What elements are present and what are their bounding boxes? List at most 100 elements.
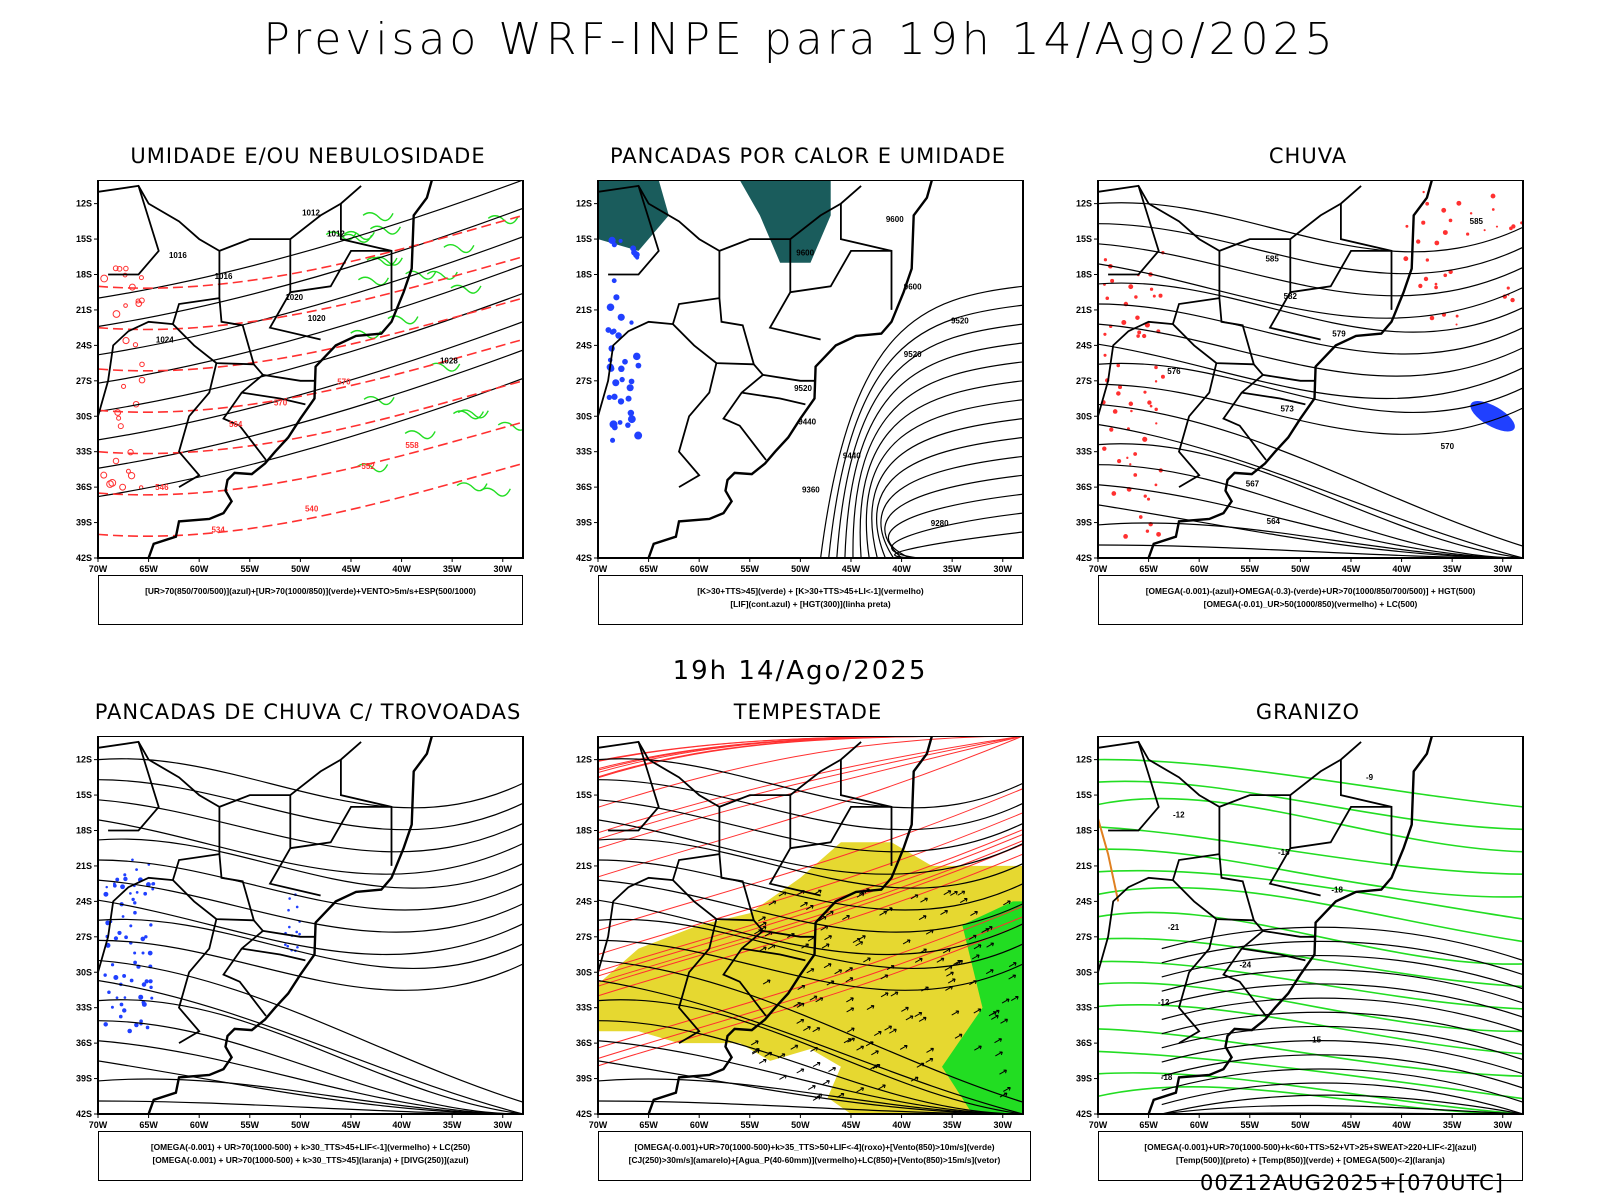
contour-label: 1020 [285,293,303,302]
country-border [1108,741,1160,832]
contour-line [1161,1082,1523,1114]
country-border [1098,740,1267,1017]
country-border [98,876,173,973]
lon-tick-label: 50W [791,564,810,574]
contour-label: 1012 [302,209,320,218]
lon-tick-label: 65W [139,1120,158,1130]
country-border [790,806,892,850]
panel-title: PANCADAS POR CALOR E UMIDADE [609,144,1007,168]
lat-tick-label: 36S [76,1038,92,1048]
coastline [647,180,934,558]
thickness-line [98,256,523,331]
contour-line [887,493,1023,558]
coastline [147,180,434,558]
lat-tick-label: 27S [1076,932,1092,942]
lon-tick-label: 50W [791,1120,810,1130]
contour-label: -12 [1158,998,1170,1007]
contour-label: 1028 [440,356,458,365]
contour-line [1098,282,1523,333]
lon-tick-label: 40W [1392,564,1411,574]
contour-label: 9600 [886,215,904,224]
lat-tick-label: 39S [76,1074,92,1084]
lon-tick-label: 40W [392,1120,411,1130]
contour-label: 9280 [931,519,949,528]
contour-line [1098,223,1523,275]
contour-line [98,899,523,956]
contour-line [98,859,523,911]
lon-tick-label: 30W [494,1120,513,1130]
lat-tick-label: 27S [76,932,92,942]
country-border [1098,876,1173,973]
contour-line [98,959,523,1103]
country-border [98,184,267,461]
lon-tick-label: 45W [842,1120,861,1130]
thickness-line [98,421,523,496]
contour-line [598,999,1023,1114]
lat-tick-label: 18S [576,826,592,836]
lon-tick-label: 60W [1190,1120,1209,1130]
contour-line [98,979,523,1114]
contour-label: 9440 [798,418,816,427]
country-border [762,930,815,938]
map-frame [1097,180,1524,559]
contour-line [1161,1068,1523,1103]
legend-line: [LIF](cont.azul) + [HGT(300)](linha pret… [730,599,891,609]
country-border [608,185,660,276]
country-border [1098,320,1173,417]
lon-tick-label: 30W [994,564,1013,574]
contour-label: 567 [1246,480,1260,489]
lon-tick-label: 60W [690,564,709,574]
country-border [241,391,306,406]
contour-line [598,1060,1023,1114]
contour-label: 573 [1280,405,1294,414]
lat-tick-label: 18S [76,270,92,280]
country-border [1268,239,1321,341]
contour-label: -18 [1161,1073,1173,1082]
country-border [598,740,767,1017]
lat-tick-label: 24S [76,896,92,906]
contour-line [1098,362,1523,413]
lon-tick-label: 60W [690,1120,709,1130]
contour-line [598,859,1023,911]
lat-tick-label: 21S [76,305,92,315]
contour-label: 9520 [794,384,812,393]
lat-tick-label: 27S [576,376,592,386]
lon-tick-label: 45W [1342,564,1361,574]
country-border [108,741,160,832]
lat-tick-label: 24S [576,340,592,350]
country-border [1219,185,1362,252]
country-border [678,918,718,1044]
contour-line [1161,1040,1523,1075]
legend-line: [CJ(250)>30m/s](amarelo)+[Agua_P(40-60mm… [628,1155,1001,1165]
lat-tick-label: 36S [1076,1038,1092,1048]
coastline [647,736,934,1114]
lat-tick-label: 15S [576,790,592,800]
contour-label: -21 [1168,923,1180,932]
country-border [719,185,862,252]
country-border [171,853,254,922]
map-panel: -9 -12 -15 -18 -21 -24 -12 -15 -18 12S 15S 18S 21S 24… [1076,736,1524,1130]
lon-tick-label: 70W [1089,1120,1108,1130]
map-panel: 1012 1012 1016 1016 1020 1020 1024 1028 570 570 56… [76,180,524,574]
country-border [790,250,892,294]
lon-tick-label: 40W [892,564,911,574]
contour-line [98,207,523,328]
legend-line: [OMEGA(-0.01)_UR>50(1000/850)(vermelho) … [1203,599,1418,609]
country-border [1219,741,1362,808]
legend-line: [OMEGA(-0.001)+UR>70(1000-500)+k>35_TTS>… [634,1142,995,1152]
panel-title: UMIDADE E/OU NEBULOSIDADE [130,144,486,168]
contour-label: 576 [1167,367,1181,376]
contour-line [1098,263,1523,319]
country-border [178,918,218,1044]
lon-tick-label: 65W [639,1120,658,1130]
country-border [840,759,893,866]
country-border [340,203,393,310]
country-border [1290,250,1392,294]
country-border [171,297,254,366]
contour-line [836,323,1023,558]
country-border [598,184,767,461]
lon-tick-label: 55W [241,564,260,574]
country-border [1340,203,1393,310]
lat-tick-label: 27S [576,932,592,942]
contour-label: 9440 [843,452,861,461]
